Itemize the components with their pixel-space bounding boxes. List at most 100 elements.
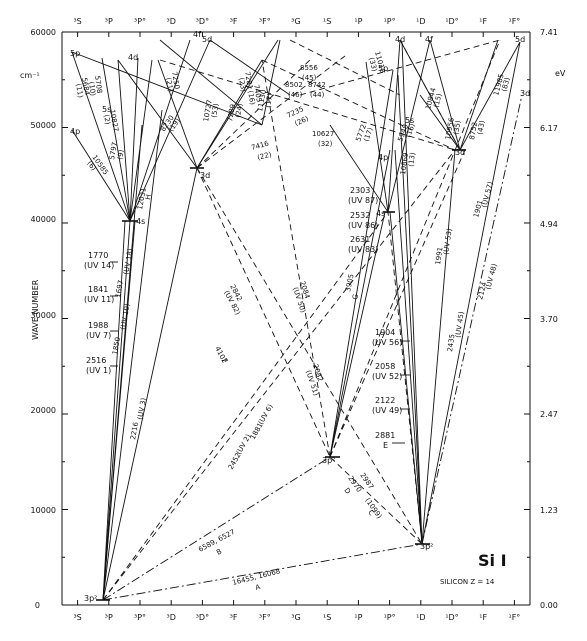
ev-tick-3.70: 3.70 xyxy=(540,315,558,324)
tl-1850: 1850 xyxy=(111,336,122,355)
level-4p-1P: 4p xyxy=(378,153,388,162)
label-uv83: (UV 83) xyxy=(348,245,378,254)
tl-45: (45) xyxy=(302,74,317,82)
level-3p2-ground: 3p² xyxy=(84,594,97,603)
tl-9: (9) xyxy=(116,149,126,160)
level-5d-left: 5d xyxy=(202,35,212,44)
column-header-top-0: ³S xyxy=(73,17,81,26)
tl-10869: 10869 xyxy=(399,152,410,175)
tl-D: D xyxy=(342,487,352,496)
label-1904: 1904 xyxy=(375,328,395,337)
transition-lines xyxy=(71,39,523,601)
level-3d-1F: 3d xyxy=(520,89,530,98)
wave-tick-50000: 50000 xyxy=(31,121,56,130)
left-axis-title: WAVE NUMBER xyxy=(31,279,40,340)
level-4d-1P: 4d xyxy=(395,35,405,44)
ev-tick-2.47: 2.47 xyxy=(540,410,558,419)
wave-tick-10000: 10000 xyxy=(31,506,56,515)
tl-C: C xyxy=(366,509,375,518)
column-header-bottom-11: ¹D xyxy=(416,613,425,622)
level-4s-1P: 4s xyxy=(376,209,385,218)
label-uv14: (UV 14) xyxy=(84,261,114,270)
label-2303: 2303 xyxy=(350,186,370,195)
diagram-subtitle: SILICON Z = 14 xyxy=(440,578,495,586)
column-header-top-1: ³P xyxy=(105,17,113,26)
tl-8556: 8556 xyxy=(300,64,318,72)
wave-tick-60000: 60000 xyxy=(31,28,56,37)
tl-3905: 3905 xyxy=(344,273,356,292)
tl-uv18: (UV 18) xyxy=(122,248,135,276)
tl-10827: 10827 xyxy=(108,109,120,132)
column-header-bottom-10: ¹P° xyxy=(384,613,396,622)
column-header-top-5: ³F xyxy=(230,17,238,26)
tl-46: (46) xyxy=(288,91,303,99)
axis-ticks xyxy=(62,31,530,606)
tl-21: (21) xyxy=(164,77,174,93)
tl-10: (10) xyxy=(87,81,97,97)
tl-2: (2) xyxy=(102,114,112,125)
diagram-title: Si I xyxy=(478,551,507,570)
column-header-bottom-6: ³F° xyxy=(259,613,271,622)
column-header-top-6: ³F° xyxy=(259,17,271,26)
column-header-bottom-9: ¹P xyxy=(354,613,362,622)
wave-tick-40000: 40000 xyxy=(31,215,56,224)
tl-8502: 8502 xyxy=(285,81,303,89)
column-headers-bottom: ³S ³P ³P° ³D ³D° ³F ³F° ³G ¹S ¹P ¹P° ¹D ¹D° ¹F ¹F° xyxy=(73,613,520,622)
tl-11: (11) xyxy=(74,83,84,99)
tl-1991: 1991 xyxy=(434,247,444,266)
level-3d-1D: 3d xyxy=(455,148,465,157)
tl-5708: 5708 xyxy=(93,75,103,94)
column-header-bottom-2: ³P° xyxy=(134,613,146,622)
label-1988: 1988 xyxy=(88,321,108,330)
column-header-top-12: ¹D° xyxy=(445,17,458,26)
right-side-labels: 2303 (UV 87) 2532 (UV 86) 2631 (UV 83) 1… xyxy=(348,186,410,450)
wave-tick-labels: 60000 50000 40000 30000 20000 10000 0 xyxy=(31,28,56,610)
tl-17b: (17) xyxy=(264,93,274,109)
ev-tick-6.17: 6.17 xyxy=(540,124,558,133)
label-uv1: (UV 1) xyxy=(86,366,111,375)
tl-8742: 8742 xyxy=(308,81,326,89)
label-uv52: (UV 52) xyxy=(372,372,402,381)
column-header-bottom-8: ¹S xyxy=(323,613,331,622)
level-4s: 4s xyxy=(136,217,145,226)
tl-10727: 10727 xyxy=(202,99,214,122)
tl-G: G xyxy=(351,293,360,300)
level-5s-1D: 5s xyxy=(405,116,414,125)
tl-10956: 10956 xyxy=(444,116,456,140)
column-header-top-14: ¹F° xyxy=(508,17,520,26)
tl-13: (13) xyxy=(407,152,417,168)
label-uv49: (UV 49) xyxy=(372,406,402,415)
column-header-top-4: ³D° xyxy=(196,17,209,26)
tl-8752: 8752 xyxy=(468,121,479,140)
column-header-bottom-12: ¹D° xyxy=(445,613,458,622)
tl-10627: 10627 xyxy=(312,130,334,138)
label-uv87: (UV 87) xyxy=(348,196,378,205)
wave-tick-20000: 20000 xyxy=(31,406,56,415)
tl-11130: 11130 xyxy=(256,89,268,112)
tl-uv10: (UV 10) xyxy=(119,303,132,331)
level-4p-left: 4p xyxy=(70,127,80,136)
level-3p2-1D: 3p² xyxy=(420,542,433,551)
column-header-top-3: ³D xyxy=(167,17,176,26)
level-5p-1P: 5p xyxy=(378,64,388,73)
label-2122: 2122 xyxy=(375,396,395,405)
tl-23: (23) xyxy=(237,77,247,93)
tl-B: B xyxy=(215,547,223,556)
label-uv7: (UV 7) xyxy=(86,331,111,340)
label-uv86: (UV 86) xyxy=(348,221,378,230)
tl-7405: 7405 xyxy=(252,84,263,103)
tl-A: A xyxy=(255,583,262,592)
column-header-top-8: ¹S xyxy=(323,17,331,26)
tl-33: (33) xyxy=(367,56,379,72)
tl-uv45: (UV 45) xyxy=(454,311,466,339)
tl-1697: 1697 xyxy=(114,279,125,298)
energy-levels: 3p² 4s 3d 4p 5s 5p 4d 4f 5d 3p² 3p² 4s 3… xyxy=(70,30,530,603)
column-header-bottom-14: ¹F° xyxy=(508,613,520,622)
level-3d-left: 3d xyxy=(200,171,210,180)
column-header-bottom-1: ³P xyxy=(105,613,113,622)
tl-uv57: (UV 57) xyxy=(480,181,495,209)
label-1770: 1770 xyxy=(88,251,108,260)
tl-32: (32) xyxy=(318,140,333,148)
tl-15: (15) xyxy=(432,92,444,108)
